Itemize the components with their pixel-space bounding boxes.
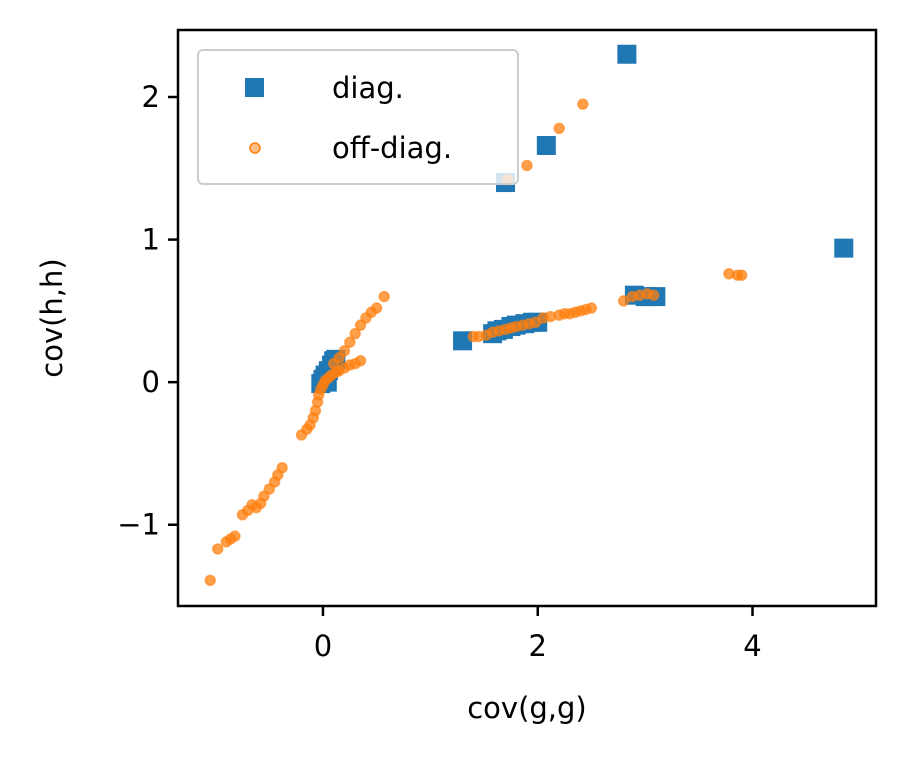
plot-frame: [176, 28, 878, 608]
x-axis-title: cov(g,g): [467, 691, 587, 725]
y-axis-title: cov(h,h): [35, 258, 69, 377]
legend-label-offdiag: off-diag.: [332, 131, 452, 165]
legend-marker-diag: [245, 78, 264, 97]
offdiag-point: [211, 543, 224, 555]
y-tick-label: 0: [142, 365, 160, 399]
diag-point: [834, 238, 854, 258]
y-tick-label: 1: [142, 223, 160, 257]
offdiag-point: [220, 536, 233, 548]
diag-point: [617, 44, 637, 64]
offdiag-point: [344, 336, 356, 348]
x-tick-label: 2: [529, 629, 547, 663]
x-tick-label: 4: [743, 629, 761, 663]
offdiag-point: [349, 327, 361, 340]
offdiag-point: [521, 159, 533, 172]
offdiag-point: [553, 122, 565, 135]
points-layer: [204, 44, 854, 587]
legend-marker-offdiag: [249, 142, 261, 154]
legend-label-diag: diag.: [332, 71, 404, 105]
diag-point: [453, 331, 473, 351]
offdiag-point: [236, 509, 249, 521]
offdiag-point: [467, 330, 480, 343]
y-tick-label: 2: [142, 80, 160, 114]
legend: diag. off-diag.: [197, 49, 519, 185]
offdiag-point: [295, 429, 308, 441]
legend-box: [197, 49, 519, 185]
x-tick-label: 0: [314, 629, 332, 663]
offdiag-point: [577, 98, 589, 110]
offdiag-point: [354, 319, 367, 331]
diag-point: [536, 135, 556, 155]
y-tick-label: −1: [117, 508, 160, 542]
offdiag-point: [378, 290, 390, 303]
offdiag-point: [647, 289, 660, 301]
ticks-layer: 0 2 4 −1 0 1 2: [117, 80, 761, 663]
offdiag-point: [204, 574, 216, 587]
offdiag-point: [736, 269, 748, 281]
